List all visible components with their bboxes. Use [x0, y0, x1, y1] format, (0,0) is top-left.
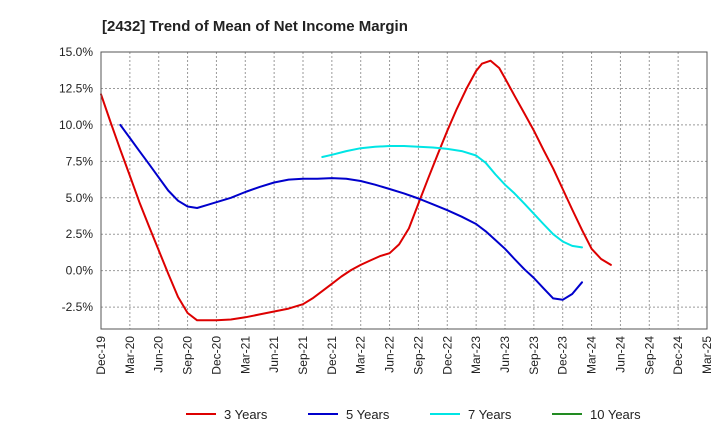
series-line-7-years: [321, 145, 583, 249]
y-tick-label: 5.0%: [66, 191, 94, 205]
series-line-3-years: [100, 59, 612, 322]
x-tick-label: Mar-25: [700, 336, 714, 374]
legend-label-3-years: 3 Years: [224, 407, 268, 422]
x-tick-label: Jun-24: [613, 336, 627, 373]
x-tick-label: Sep-23: [527, 336, 541, 375]
y-tick-label: 15.0%: [59, 45, 93, 59]
x-tick-label: Sep-22: [411, 336, 425, 375]
x-tick-label: Dec-24: [671, 336, 685, 375]
x-tick-label: Sep-21: [296, 336, 310, 375]
x-tick-label: Dec-21: [325, 336, 339, 375]
y-tick-label: 0.0%: [66, 264, 94, 278]
y-axis-ticks: 15.0% 12.5% 10.0% 7.5% 5.0% 2.5% 0.0% -2.5%: [59, 45, 93, 314]
y-tick-label: 2.5%: [66, 227, 94, 241]
x-tick-label: Sep-24: [642, 336, 656, 375]
x-tick-label: Dec-20: [209, 336, 223, 375]
x-tick-label: Mar-23: [469, 336, 483, 374]
y-tick-label: 10.0%: [59, 118, 93, 132]
series-layer: [100, 59, 612, 322]
x-tick-label: Dec-19: [94, 336, 108, 375]
x-tick-label: Jun-21: [267, 336, 281, 373]
x-axis-ticks: Dec-19 Mar-20 Jun-20 Sep-20 Dec-20 Mar-21 Jun-…: [94, 336, 714, 375]
legend-label-10-years: 10 Years: [590, 407, 641, 422]
x-tick-label: Jun-20: [152, 336, 166, 373]
x-tick-label: Mar-21: [238, 336, 252, 374]
y-tick-label: 7.5%: [66, 154, 94, 168]
y-tick-label: -2.5%: [62, 300, 94, 314]
legend-label-7-years: 7 Years: [468, 407, 512, 422]
x-tick-label: Sep-20: [181, 336, 195, 375]
legend-label-5-years: 5 Years: [346, 407, 390, 422]
x-tick-label: Dec-23: [556, 336, 570, 375]
y-tick-label: 12.5%: [59, 81, 93, 95]
chart-title: [2432] Trend of Mean of Net Income Margi…: [102, 18, 408, 35]
x-tick-label: Mar-24: [585, 336, 599, 374]
plot-area-border: [100, 51, 708, 330]
legend: 3 Years 5 Years 7 Years 10 Years: [186, 407, 641, 422]
x-tick-label: Dec-22: [440, 336, 454, 375]
series-line-5-years: [119, 123, 583, 301]
x-tick-label: Mar-20: [123, 336, 137, 374]
x-tick-label: Jun-23: [498, 336, 512, 373]
grid-layer: [100, 51, 708, 329]
x-tick-label: Mar-22: [354, 336, 368, 374]
x-tick-label: Jun-22: [383, 336, 397, 373]
